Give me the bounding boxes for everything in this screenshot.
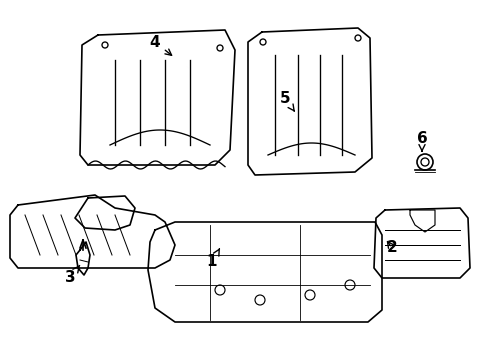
Text: 6: 6: [416, 131, 427, 151]
Text: 2: 2: [386, 240, 397, 256]
Text: 4: 4: [149, 35, 171, 55]
Text: 3: 3: [64, 265, 80, 285]
Text: 1: 1: [206, 249, 219, 270]
Text: 5: 5: [279, 90, 294, 111]
